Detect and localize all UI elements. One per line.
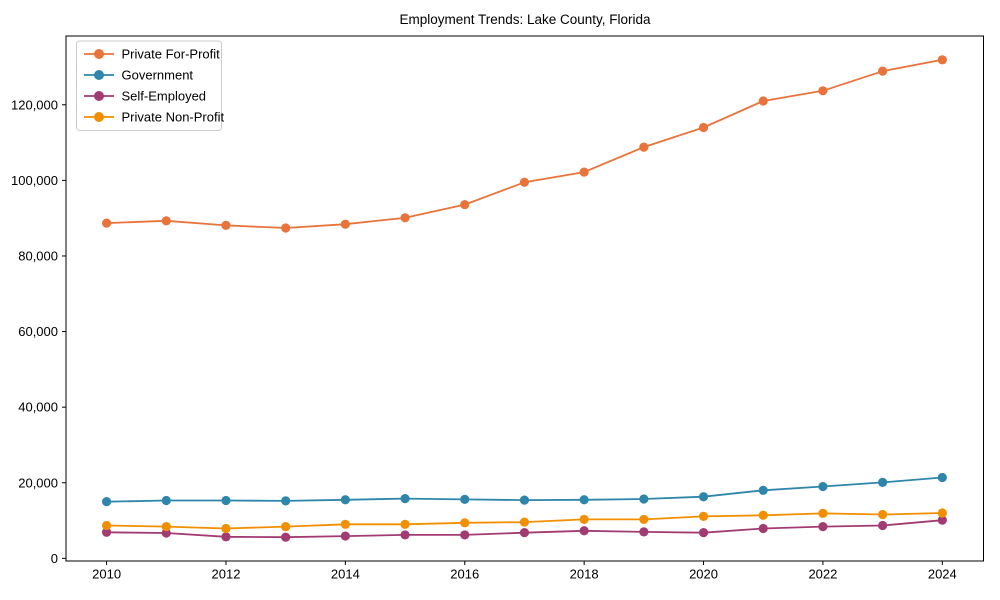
legend-label: Government — [122, 68, 194, 83]
data-point — [758, 523, 768, 534]
data-point — [758, 510, 768, 520]
data-point — [519, 495, 530, 505]
data-point — [878, 509, 888, 520]
data-point — [579, 526, 589, 536]
data-point — [281, 223, 291, 233]
data-point — [937, 472, 947, 483]
data-point — [639, 514, 649, 525]
data-point — [460, 518, 470, 528]
data-point — [519, 517, 530, 527]
data-point — [639, 527, 649, 537]
y-tick-label: 80,000 — [18, 248, 58, 263]
data-point — [937, 55, 947, 65]
legend-marker-icon — [94, 112, 104, 122]
x-tick-label: 2020 — [689, 567, 718, 582]
data-point — [400, 530, 410, 540]
y-tick-label: 20,000 — [18, 475, 58, 490]
data-point — [579, 514, 589, 525]
x-tick-label: 2018 — [570, 567, 599, 582]
data-point — [818, 481, 828, 492]
data-point — [639, 142, 649, 152]
legend-label: Private Non-Profit — [122, 110, 225, 125]
data-point — [340, 219, 350, 229]
data-point — [340, 519, 350, 529]
data-point — [101, 497, 112, 507]
y-tick-label: 120,000 — [11, 97, 58, 112]
data-point — [281, 496, 291, 506]
chart-title: Employment Trends: Lake County, Florida — [399, 12, 651, 27]
legend-label: Private For-Profit — [122, 47, 221, 62]
x-tick-label: 2012 — [212, 567, 241, 582]
data-point — [460, 494, 470, 504]
data-point — [818, 522, 828, 532]
legend-item-government: Government — [84, 68, 193, 83]
legend-label: Self-Employed — [122, 89, 207, 104]
legend-item-private-non-profit: Private Non-Profit — [84, 110, 224, 125]
legend-marker-icon — [94, 91, 104, 101]
data-point — [221, 220, 231, 230]
data-point — [460, 530, 470, 540]
data-point — [519, 528, 530, 538]
legend-item-private-for-profit: Private For-Profit — [84, 47, 220, 62]
data-point — [101, 520, 112, 531]
data-point — [101, 527, 112, 537]
x-tick-label: 2010 — [92, 567, 121, 582]
data-point — [400, 213, 410, 223]
data-point — [519, 177, 530, 187]
data-point — [758, 485, 768, 495]
legend-marker-icon — [94, 49, 104, 59]
data-point — [698, 122, 709, 133]
data-point — [818, 86, 828, 96]
data-point — [878, 520, 888, 531]
legend-box — [76, 40, 222, 131]
data-point — [698, 528, 709, 538]
data-point — [161, 528, 171, 538]
data-point — [221, 523, 231, 534]
data-point — [281, 532, 291, 542]
data-point — [400, 494, 410, 504]
x-tick-label: 2014 — [331, 567, 360, 582]
data-point — [878, 66, 888, 76]
series-line-private-for-profit — [106, 58, 943, 229]
legend-marker-icon — [94, 70, 104, 80]
data-point — [161, 216, 171, 226]
data-point — [281, 522, 291, 532]
x-tick-label: 2022 — [808, 567, 837, 582]
data-point — [698, 492, 709, 502]
data-point — [400, 519, 410, 529]
data-point — [758, 96, 768, 106]
data-point — [460, 199, 470, 210]
data-point — [639, 494, 649, 504]
legend-item-self-employed: Self-Employed — [84, 89, 206, 104]
data-point — [937, 508, 947, 518]
data-point — [579, 495, 589, 505]
data-point — [221, 495, 231, 506]
y-tick-label: 100,000 — [11, 173, 58, 188]
y-tick-label: 40,000 — [18, 400, 58, 415]
data-point — [579, 167, 589, 177]
data-point — [937, 515, 947, 525]
x-tick-label: 2024 — [928, 567, 957, 582]
data-point — [161, 522, 171, 532]
data-point — [878, 477, 888, 487]
legend: Private For-Profit Government Self-Employe… — [76, 40, 224, 131]
x-tick-label: 2016 — [450, 567, 479, 582]
data-point — [698, 511, 709, 521]
data-point — [340, 531, 350, 541]
y-tick-label: 0 — [51, 551, 58, 566]
data-point — [340, 495, 350, 505]
data-point — [818, 508, 828, 518]
data-point — [221, 532, 231, 542]
axes-frame — [65, 35, 984, 562]
y-tick-label: 60,000 — [18, 324, 58, 339]
data-point — [101, 218, 112, 228]
data-point — [161, 495, 171, 506]
